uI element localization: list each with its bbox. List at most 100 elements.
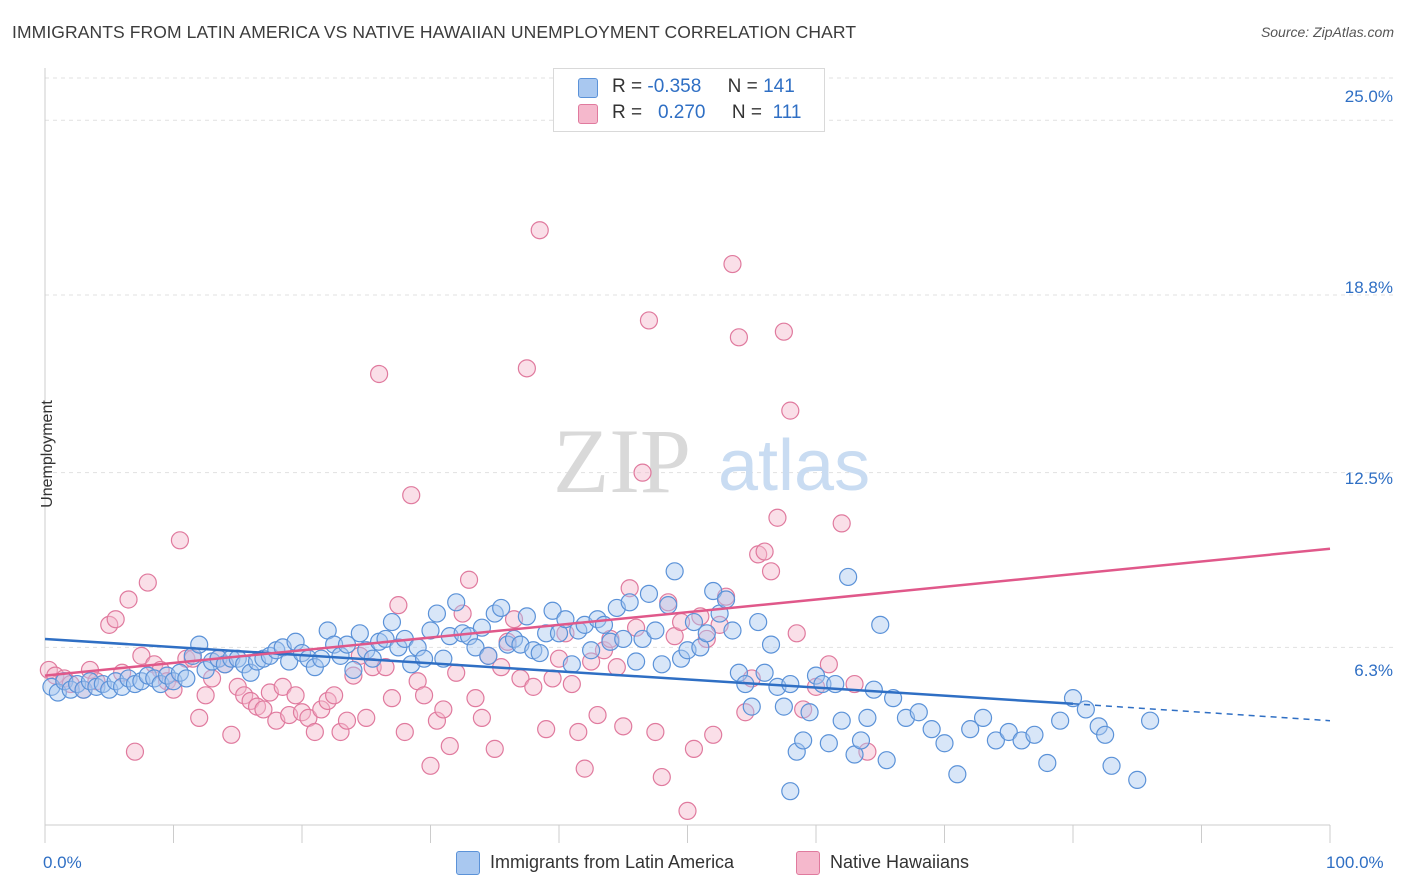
data-point-latin-america bbox=[781, 782, 800, 801]
data-point-latin-america bbox=[414, 649, 434, 668]
bottom-legend-swatch-pink bbox=[796, 851, 820, 875]
data-point-native-hawaiian bbox=[626, 618, 646, 637]
data-point-native-hawaiian bbox=[447, 663, 466, 682]
axes bbox=[44, 68, 1331, 843]
data-point-native-hawaiian bbox=[440, 736, 459, 756]
data-point-latin-america bbox=[716, 590, 736, 609]
data-point-native-hawaiian bbox=[434, 700, 453, 719]
trend-line-native-hawaiian bbox=[44, 547, 1331, 677]
data-point-latin-america bbox=[344, 660, 363, 680]
data-point-latin-america bbox=[723, 621, 742, 640]
data-point-native-hawaiian bbox=[222, 725, 241, 744]
data-point-native-hawaiian bbox=[389, 596, 408, 615]
y-tick-label: 12.5% bbox=[1344, 469, 1393, 488]
data-point-native-hawaiian bbox=[466, 689, 485, 708]
data-point-native-hawaiian bbox=[402, 486, 421, 505]
data-point-latin-america bbox=[1025, 725, 1044, 744]
data-point-latin-america bbox=[961, 720, 980, 739]
data-point-native-hawaiian bbox=[832, 514, 851, 533]
legend-n-label: N = bbox=[727, 76, 758, 97]
data-point-latin-america bbox=[312, 649, 331, 668]
data-point-latin-america bbox=[787, 742, 806, 761]
trend-line-latin-america bbox=[44, 637, 1074, 706]
data-point-latin-america bbox=[935, 734, 954, 753]
data-point-latin-america bbox=[871, 615, 890, 634]
data-point-native-hawaiian bbox=[845, 674, 864, 694]
watermark-zip: ZIP bbox=[553, 410, 691, 512]
data-point-latin-america bbox=[973, 708, 993, 727]
data-point-native-hawaiian bbox=[344, 666, 363, 685]
data-point-native-hawaiian bbox=[119, 590, 138, 609]
data-point-native-hawaiian bbox=[620, 579, 639, 598]
legend-r-value: 0.270 bbox=[657, 102, 706, 123]
correlation-legend: R = -0.358 N = 141 R = 0.270 N = 111 bbox=[553, 68, 825, 132]
data-point-native-hawaiian bbox=[472, 708, 491, 727]
data-point-native-hawaiian bbox=[755, 542, 774, 561]
data-point-latin-america bbox=[459, 627, 479, 646]
data-point-latin-america bbox=[986, 731, 1006, 750]
data-point-latin-america bbox=[427, 604, 447, 623]
legend-n-label: N = bbox=[731, 102, 763, 123]
data-point-latin-america bbox=[684, 612, 704, 632]
data-point-latin-america bbox=[800, 703, 819, 722]
data-point-latin-america bbox=[781, 674, 800, 694]
legend-r-value: -0.358 bbox=[647, 76, 702, 97]
data-point-latin-america bbox=[421, 621, 440, 640]
data-point-native-hawaiian bbox=[530, 221, 549, 240]
data-point-native-hawaiian bbox=[395, 722, 414, 742]
data-point-native-hawaiian bbox=[537, 720, 556, 739]
data-point-latin-america bbox=[1140, 711, 1160, 730]
legend-swatch-blue bbox=[578, 78, 598, 98]
watermark-atlas: atlas bbox=[718, 426, 870, 506]
data-point-latin-america bbox=[704, 581, 723, 601]
data-point-native-hawaiian bbox=[305, 722, 324, 742]
data-point-native-hawaiian bbox=[761, 562, 781, 581]
data-point-latin-america bbox=[633, 629, 652, 649]
data-point-latin-america bbox=[948, 765, 967, 784]
data-point-native-hawaiian bbox=[337, 711, 357, 730]
data-point-native-hawaiian bbox=[459, 570, 479, 589]
data-point-latin-america bbox=[325, 635, 344, 654]
data-point-latin-america bbox=[839, 567, 858, 587]
data-point-latin-america bbox=[280, 652, 299, 671]
data-point-latin-america bbox=[749, 612, 768, 632]
chart-title: IMMIGRANTS FROM LATIN AMERICA VS NATIVE … bbox=[12, 22, 857, 42]
data-point-latin-america bbox=[492, 598, 511, 618]
data-point-latin-america bbox=[646, 621, 665, 640]
bottom-legend-swatch-blue bbox=[456, 851, 480, 875]
data-point-native-hawaiian bbox=[575, 759, 594, 778]
data-point-native-hawaiian bbox=[106, 610, 125, 629]
data-point-native-hawaiian bbox=[781, 401, 800, 420]
data-point-native-hawaiian bbox=[273, 677, 292, 696]
data-point-latin-america bbox=[729, 663, 749, 682]
y-tick-label: 25.0% bbox=[1344, 87, 1393, 106]
data-point-latin-america bbox=[517, 607, 536, 626]
data-point-native-hawaiian bbox=[704, 725, 723, 744]
y-axis-label: Unemployment bbox=[39, 400, 56, 508]
data-point-latin-america bbox=[614, 629, 633, 649]
data-point-native-hawaiian bbox=[414, 686, 434, 705]
data-point-latin-america bbox=[794, 731, 813, 750]
data-point-latin-america bbox=[1038, 753, 1057, 773]
trend-line-latin-america-extension bbox=[1072, 703, 1331, 722]
data-point-latin-america bbox=[177, 669, 196, 688]
data-point-native-hawaiian bbox=[684, 739, 704, 758]
data-point-latin-america bbox=[659, 596, 678, 615]
data-point-native-hawaiian bbox=[376, 658, 395, 677]
native-hawaiian-points bbox=[39, 221, 877, 821]
data-point-native-hawaiian bbox=[138, 573, 157, 592]
data-point-latin-america bbox=[620, 593, 639, 612]
data-point-latin-america bbox=[241, 663, 260, 682]
data-point-native-hawaiian bbox=[633, 463, 652, 482]
data-point-native-hawaiian bbox=[453, 604, 472, 623]
bottom-legend-label: Native Hawaiians bbox=[830, 851, 970, 872]
data-point-native-hawaiian bbox=[196, 686, 215, 705]
data-point-latin-america bbox=[537, 624, 556, 643]
legend-n-value: 141 bbox=[763, 76, 795, 97]
data-point-latin-america bbox=[626, 652, 646, 671]
data-point-native-hawaiian bbox=[774, 322, 793, 341]
data-point-native-hawaiian bbox=[370, 364, 389, 384]
data-point-latin-america bbox=[761, 635, 781, 654]
data-point-native-hawaiian bbox=[524, 677, 543, 696]
